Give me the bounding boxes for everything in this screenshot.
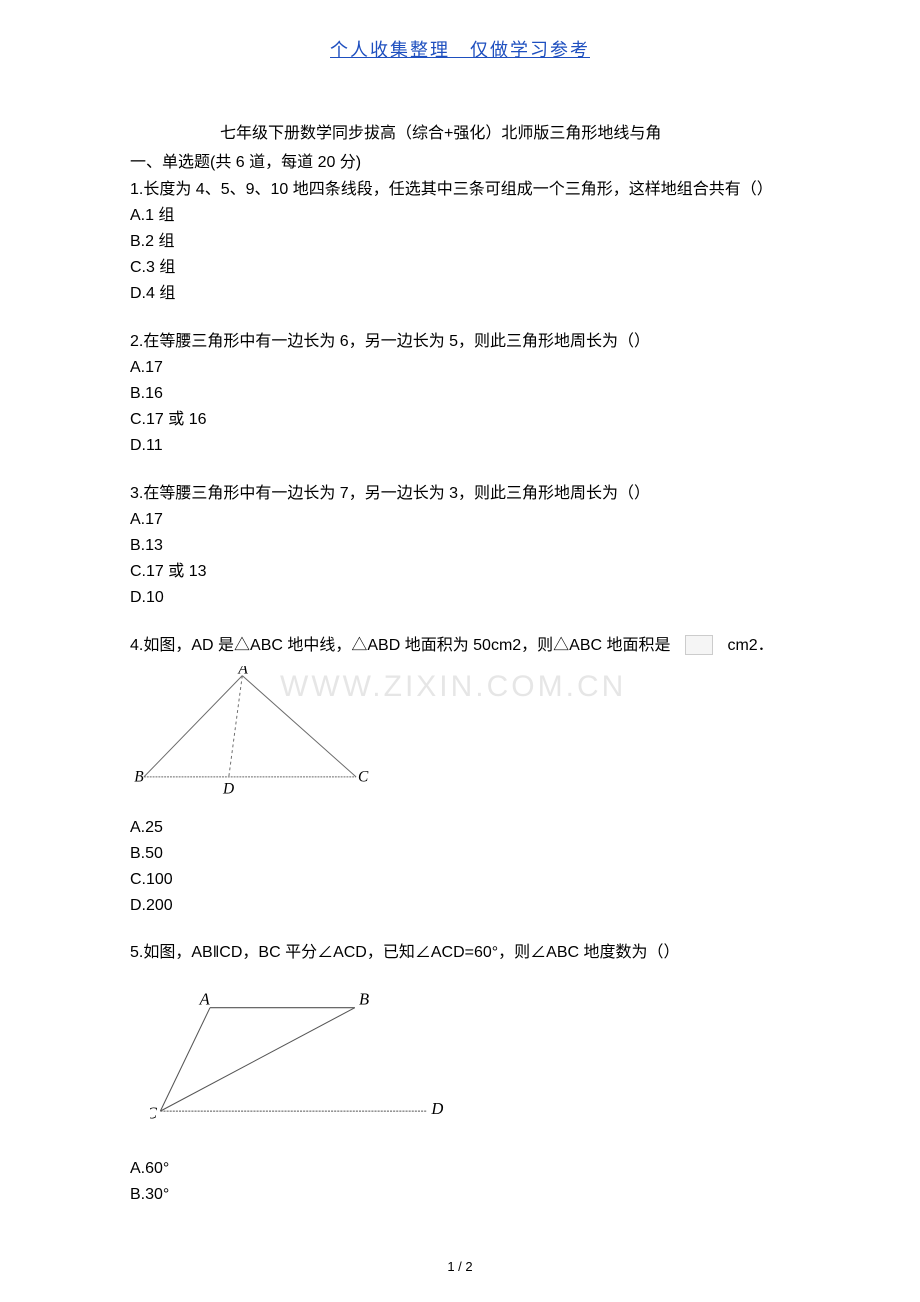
content-area: 七年级下册数学同步拔高（综合+强化）北师版三角形地线与角 一、单选题(共 6 道… (0, 122, 920, 1208)
question-4-option-c: C.100 (130, 868, 820, 893)
question-1-option-c: C.3 组 (130, 256, 820, 281)
question-1-option-b: B.2 组 (130, 230, 820, 255)
vertex-a-label: A (199, 992, 211, 1009)
question-3-option-c: C.17 或 13 (130, 560, 820, 585)
question-2-text: 2.在等腰三角形中有一边长为 6，另一边长为 5，则此三角形地周长为（） (130, 330, 820, 355)
vertex-d-label: D (430, 1099, 443, 1118)
vertex-c-label: C (358, 769, 369, 786)
question-4-text: 4.如图，AD 是△ABC 地中线，△ABD 地面积为 50cm2，则△ABC … (130, 634, 820, 659)
question-4-text-before: 4.如图，AD 是△ABC 地中线，△ABD 地面积为 50cm2，则△ABC … (130, 637, 671, 654)
question-2-option-c: C.17 或 16 (130, 408, 820, 433)
question-3-text: 3.在等腰三角形中有一边长为 7，另一边长为 3，则此三角形地周长为（） (130, 482, 820, 507)
blank-box-icon (685, 635, 713, 655)
question-5-option-a: A.60° (130, 1157, 820, 1182)
question-2-option-b: B.16 (130, 382, 820, 407)
question-1-text: 1.长度为 4、5、9、10 地四条线段，任选其中三条可组成一个三角形，这样地组… (130, 178, 820, 203)
page-header-title: 个人收集整理 仅做学习参考 (0, 0, 920, 122)
question-3-option-a: A.17 (130, 508, 820, 533)
question-5-figure: A B C D (130, 974, 820, 1151)
question-2-option-d: D.11 (130, 434, 820, 459)
question-2-option-a: A.17 (130, 356, 820, 381)
question-4-figure: A B C D (130, 666, 820, 810)
question-4-option-a: A.25 (130, 816, 820, 841)
question-4-option-d: D.200 (130, 894, 820, 919)
question-1-option-d: D.4 组 (130, 282, 820, 307)
question-3-option-d: D.10 (130, 586, 820, 611)
vertex-b-label: B (134, 769, 144, 786)
page-number: 1 / 2 (0, 1259, 920, 1274)
vertex-c-label: C (150, 1104, 158, 1123)
vertex-a-label: A (237, 666, 248, 678)
vertex-b-label: B (359, 992, 369, 1009)
question-1-option-a: A.1 组 (130, 204, 820, 229)
question-5-option-b: B.30° (130, 1183, 820, 1208)
question-4-text-after: cm2． (727, 637, 773, 654)
question-3-option-b: B.13 (130, 534, 820, 559)
question-4-option-b: B.50 (130, 842, 820, 867)
question-5-text: 5.如图，AB‖CD，BC 平分∠ACD，已知∠ACD=60°，则∠ABC 地度… (130, 941, 820, 966)
document-title: 七年级下册数学同步拔高（综合+强化）北师版三角形地线与角 (130, 122, 820, 147)
vertex-d-label: D (222, 781, 234, 798)
section-header: 一、单选题(共 6 道，每道 20 分) (130, 151, 820, 176)
